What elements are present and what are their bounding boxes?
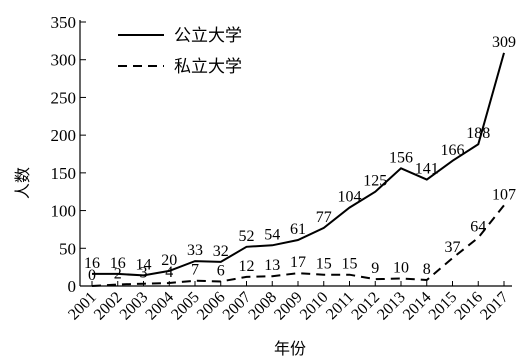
y-tick-label: 150	[51, 164, 77, 183]
x-tick-label: 2016	[451, 289, 486, 324]
data-label-public: 16	[84, 255, 100, 272]
data-label-private: 13	[264, 257, 280, 274]
y-tick-label: 300	[51, 51, 77, 70]
legend: 公立大学 私立大学	[118, 26, 242, 77]
data-label-private: 15	[316, 256, 332, 273]
x-axis-ticks: 2001200220032004200520062007200820092010…	[65, 281, 512, 323]
data-label-public: 188	[466, 125, 490, 142]
data-label-private: 15	[342, 256, 358, 273]
data-label-private: 6	[217, 262, 225, 279]
x-tick-label: 2004	[142, 289, 177, 324]
y-axis-ticks: 0 50 100 150 200 250 300 350	[51, 13, 86, 296]
data-label-public: 104	[338, 189, 362, 206]
y-tick-label: 50	[59, 239, 76, 258]
y-tick-label: 250	[51, 88, 77, 107]
data-label-public: 54	[264, 226, 280, 243]
x-tick-label: 2013	[374, 289, 409, 324]
data-label-public: 141	[415, 161, 439, 178]
data-label-public: 32	[213, 243, 229, 260]
x-tick-label: 2002	[91, 289, 126, 324]
x-axis-label: 年份	[274, 339, 306, 358]
data-label-private: 37	[445, 239, 461, 256]
series-line-private	[91, 204, 505, 287]
data-label-private: 107	[492, 186, 516, 203]
data-label-public: 166	[441, 142, 465, 159]
x-tick-label: 2017	[477, 289, 512, 324]
x-tick-label: 2012	[348, 289, 383, 324]
data-label-private: 17	[290, 254, 306, 271]
legend-label-private: 私立大学	[174, 57, 242, 77]
legend-label-public: 公立大学	[174, 26, 242, 46]
data-label-public: 16	[110, 255, 126, 272]
x-tick-label: 2010	[297, 289, 332, 324]
x-tick-label: 2003	[117, 289, 152, 324]
data-label-public: 125	[363, 173, 387, 190]
x-tick-label: 2009	[271, 289, 306, 324]
y-tick-label: 350	[51, 13, 77, 32]
data-label-public: 156	[389, 149, 413, 166]
x-tick-label: 2005	[168, 289, 203, 324]
x-tick-label: 2006	[194, 289, 229, 324]
series-layer	[91, 52, 505, 287]
data-label-private: 64	[470, 219, 486, 236]
data-label-private: 12	[239, 258, 255, 275]
data-label-private: 0	[88, 267, 96, 284]
data-label-private: 3	[140, 265, 148, 282]
data-label-public: 52	[239, 228, 255, 245]
axes	[79, 20, 512, 287]
data-label-public: 61	[290, 221, 306, 238]
y-axis-label: 人数	[13, 167, 32, 199]
data-label-private: 2	[114, 265, 122, 282]
data-label-private: 7	[191, 262, 199, 279]
data-label-public: 20	[161, 252, 177, 269]
data-label-public: 309	[492, 34, 516, 51]
data-label-private: 4	[165, 264, 173, 281]
x-tick-label: 2014	[400, 289, 435, 324]
x-tick-label: 2008	[245, 289, 280, 324]
data-label-private: 9	[371, 260, 379, 277]
data-label-public: 14	[136, 256, 152, 273]
y-tick-label: 100	[51, 202, 77, 221]
data-label-private: 8	[423, 261, 431, 278]
x-tick-label: 2007	[220, 289, 255, 324]
series-line-public	[92, 52, 505, 277]
y-tick-label: 200	[51, 126, 77, 145]
data-label-private: 10	[393, 259, 409, 276]
data-label-public: 77	[316, 209, 332, 226]
x-tick-label: 2015	[426, 289, 461, 324]
y-tick-label: 0	[68, 277, 77, 296]
data-label-public: 33	[187, 242, 203, 259]
x-tick-label: 2011	[323, 289, 357, 323]
